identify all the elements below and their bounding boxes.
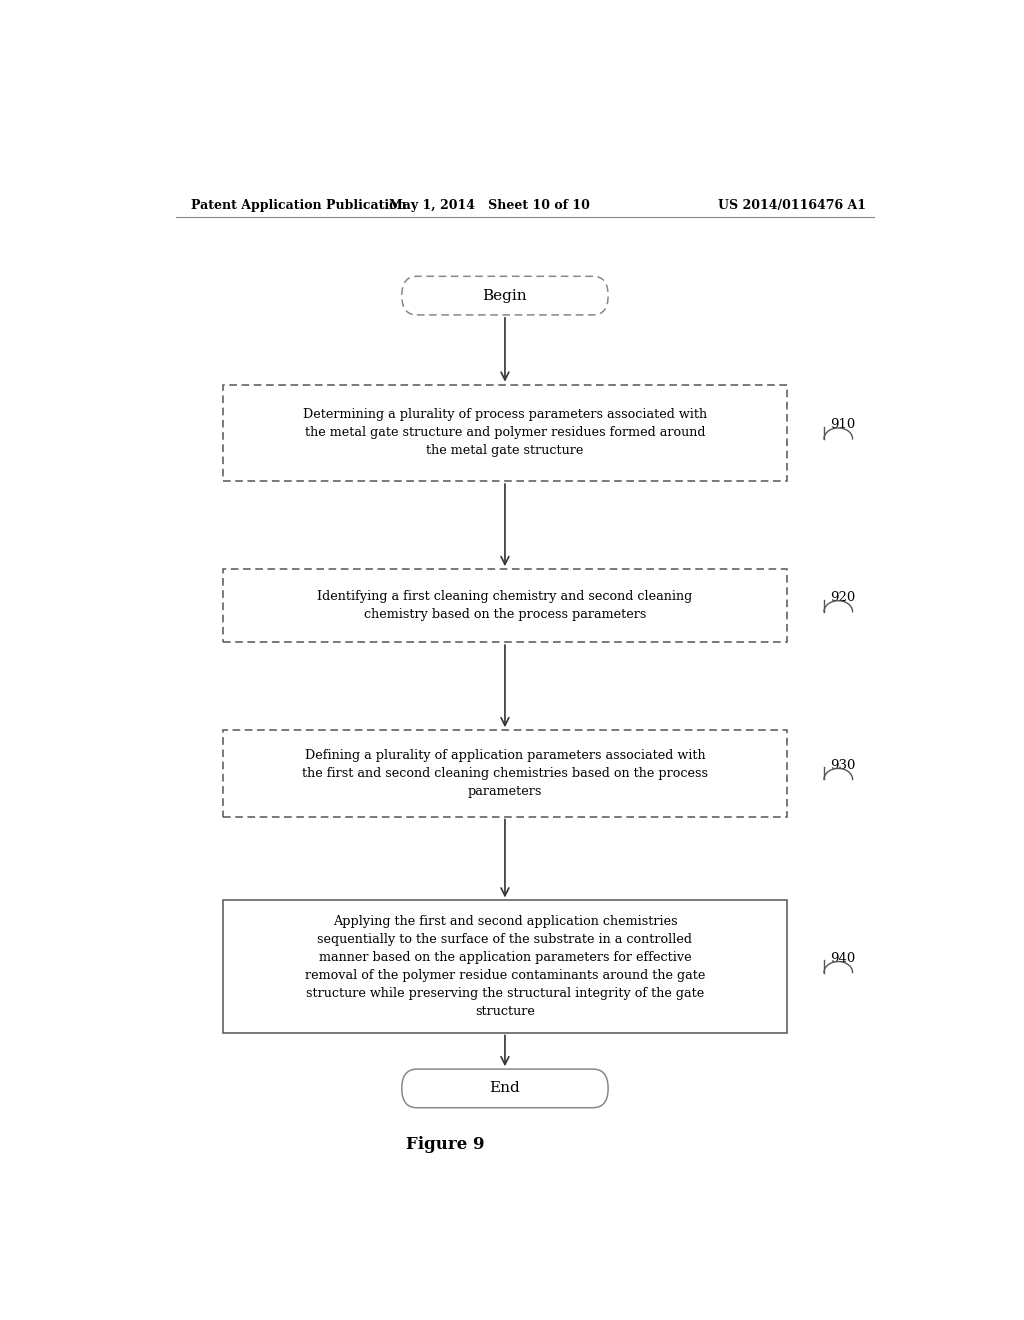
FancyBboxPatch shape bbox=[223, 384, 786, 480]
Text: Patent Application Publication: Patent Application Publication bbox=[191, 198, 407, 211]
FancyBboxPatch shape bbox=[223, 569, 786, 643]
Text: Defining a plurality of application parameters associated with
the first and sec: Defining a plurality of application para… bbox=[302, 748, 708, 797]
Text: US 2014/0116476 A1: US 2014/0116476 A1 bbox=[718, 198, 866, 211]
FancyBboxPatch shape bbox=[401, 276, 608, 315]
FancyBboxPatch shape bbox=[223, 900, 786, 1032]
Text: 930: 930 bbox=[830, 759, 856, 772]
Text: Figure 9: Figure 9 bbox=[407, 1135, 484, 1152]
FancyBboxPatch shape bbox=[223, 730, 786, 817]
FancyBboxPatch shape bbox=[401, 1069, 608, 1107]
Text: Applying the first and second application chemistries
sequentially to the surfac: Applying the first and second applicatio… bbox=[305, 915, 706, 1018]
Text: Identifying a first cleaning chemistry and second cleaning
chemistry based on th: Identifying a first cleaning chemistry a… bbox=[317, 590, 692, 622]
Text: May 1, 2014   Sheet 10 of 10: May 1, 2014 Sheet 10 of 10 bbox=[389, 198, 590, 211]
Text: 910: 910 bbox=[830, 418, 856, 432]
Text: Determining a plurality of process parameters associated with
the metal gate str: Determining a plurality of process param… bbox=[303, 408, 707, 457]
Text: 940: 940 bbox=[830, 952, 856, 965]
Text: Begin: Begin bbox=[482, 289, 527, 302]
Text: 920: 920 bbox=[830, 591, 856, 605]
Text: End: End bbox=[489, 1081, 520, 1096]
